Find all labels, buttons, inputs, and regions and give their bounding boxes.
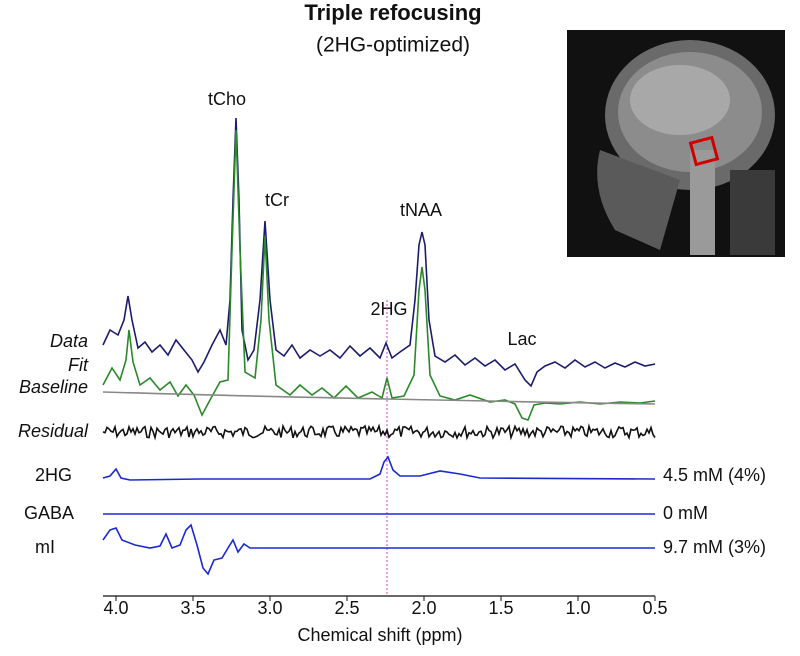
row-label: Baseline: [19, 377, 88, 397]
row-labels: Data Fit Baseline Residual 2HG GABA mI: [18, 331, 89, 557]
baseline-trace: [102, 391, 656, 405]
subtitle: (2HG-optimized): [316, 34, 470, 57]
peak-label: 2HG: [370, 299, 407, 319]
peak-label: tCho: [208, 89, 246, 109]
concentration: 9.7 mM (3%): [663, 537, 766, 557]
residual-trace: [102, 423, 656, 441]
x-tick-label: 1.0: [565, 598, 590, 618]
x-tick-label: 4.0: [103, 598, 128, 618]
peak-label: tNAA: [400, 200, 442, 220]
row-label: 2HG: [35, 465, 72, 485]
row-label: Fit: [68, 355, 89, 375]
data-trace: [102, 117, 656, 388]
x-ticks: 4.0 3.5 3.0 2.5 2.0 1.5 1.0 0.5: [103, 596, 668, 618]
x-tick-label: 2.0: [411, 598, 436, 618]
row-label: GABA: [24, 503, 74, 523]
mri-inset: [567, 30, 785, 257]
2hg-trace: [102, 455, 656, 481]
mi-trace: [102, 523, 655, 576]
x-tick-label: 1.5: [488, 598, 513, 618]
x-axis-label: Chemical shift (ppm): [297, 625, 462, 645]
row-label: Data: [50, 331, 88, 351]
x-tick-label: 3.0: [257, 598, 282, 618]
fit-trace: [102, 129, 656, 421]
x-tick-label: 0.5: [642, 598, 667, 618]
concentration: 0 mM: [663, 503, 708, 523]
peak-label: Lac: [507, 329, 536, 349]
row-label: Residual: [18, 421, 89, 441]
title: Triple refocusing: [304, 0, 481, 25]
x-tick-label: 2.5: [334, 598, 359, 618]
x-tick-label: 3.5: [180, 598, 205, 618]
concentration: 4.5 mM (4%): [663, 465, 766, 485]
peak-label: tCr: [265, 190, 289, 210]
row-label: mI: [35, 537, 55, 557]
